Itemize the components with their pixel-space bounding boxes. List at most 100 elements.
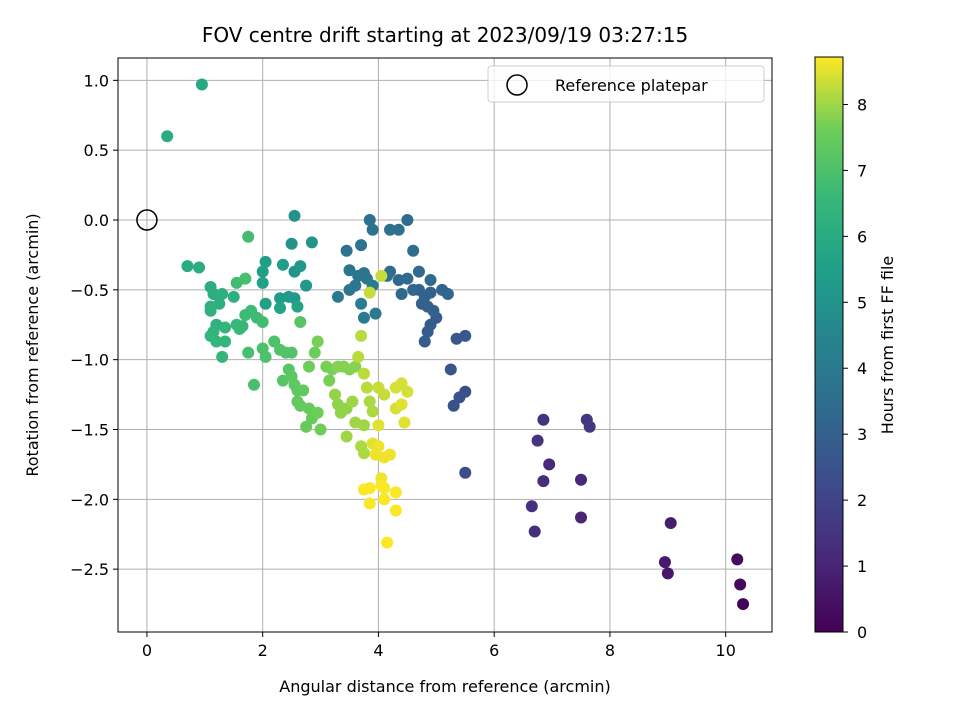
- y-tick-label: 1.0: [84, 71, 109, 90]
- colorbar-ticks: 0 1 2 3 4 5 6 7 8: [843, 95, 867, 642]
- data-point: [378, 482, 391, 495]
- data-point: [219, 335, 232, 348]
- data-point: [401, 385, 414, 398]
- data-point: [525, 500, 538, 513]
- legend: Reference platepar: [487, 65, 765, 103]
- data-point: [268, 335, 281, 348]
- data-point: [395, 288, 408, 301]
- chart-title: FOV centre drift starting at 2023/09/19 …: [202, 23, 688, 47]
- plot-frame: [117, 57, 773, 633]
- data-point: [528, 525, 541, 538]
- data-point: [384, 448, 397, 461]
- data-point: [300, 279, 313, 292]
- data-point: [355, 329, 368, 342]
- y-tick-label: −2.0: [70, 490, 109, 509]
- data-point: [256, 265, 269, 278]
- y-tick-label: 0.5: [84, 141, 109, 160]
- data-point: [285, 346, 298, 359]
- data-point: [389, 504, 402, 517]
- data-point: [424, 286, 437, 299]
- data-point: [331, 290, 344, 303]
- data-point: [444, 363, 457, 376]
- data-point: [300, 420, 313, 433]
- colorbar-tick-label: 4: [857, 359, 867, 378]
- data-point: [537, 475, 550, 488]
- data-point: [340, 244, 353, 257]
- data-point: [305, 236, 318, 249]
- data-point: [357, 311, 370, 324]
- data-point: [161, 130, 174, 143]
- data-point: [418, 335, 431, 348]
- legend-label: Reference platepar: [555, 76, 708, 95]
- data-point: [291, 300, 304, 313]
- data-point: [288, 209, 301, 222]
- data-point: [346, 395, 359, 408]
- data-point: [363, 395, 376, 408]
- data-point: [401, 214, 414, 227]
- data-point: [664, 517, 677, 530]
- data-point: [424, 274, 437, 287]
- data-point: [421, 325, 434, 338]
- data-point: [227, 290, 240, 303]
- data-point: [355, 239, 368, 252]
- data-point: [389, 486, 402, 499]
- colorbar-tick-label: 1: [857, 557, 867, 576]
- colorbar-tick-label: 6: [857, 227, 867, 246]
- data-point: [259, 297, 272, 310]
- legend-box: [487, 65, 765, 103]
- data-points: [161, 78, 750, 611]
- x-tick-label: 6: [489, 641, 499, 660]
- data-point: [256, 315, 269, 328]
- data-point: [366, 223, 379, 236]
- data-point: [395, 377, 408, 390]
- x-axis-ticks: 0 2 4 6 8 10: [142, 632, 736, 660]
- data-point: [311, 335, 324, 348]
- data-point: [531, 434, 544, 447]
- data-point: [256, 276, 269, 289]
- data-point: [392, 274, 405, 287]
- data-point: [276, 258, 289, 271]
- legend-reference-marker: [506, 74, 528, 96]
- data-point: [349, 360, 362, 373]
- data-point: [308, 346, 321, 359]
- data-point: [357, 483, 370, 496]
- data-point: [731, 553, 744, 566]
- data-point: [357, 419, 370, 432]
- data-point: [259, 255, 272, 268]
- reference-platepar-marker: [136, 209, 158, 231]
- data-point: [360, 381, 373, 394]
- colorbar-tick-label: 8: [857, 95, 867, 114]
- colorbar-tick-label: 0: [857, 623, 867, 642]
- data-point: [441, 288, 454, 301]
- data-point: [210, 335, 223, 348]
- colorbar: 0 1 2 3 4 5 6 7 8 Hours from first FF file: [814, 56, 897, 642]
- data-point: [661, 567, 674, 580]
- data-point: [363, 214, 376, 227]
- x-tick-label: 10: [716, 641, 736, 660]
- x-tick-label: 4: [373, 641, 383, 660]
- data-point: [311, 406, 324, 419]
- data-point: [537, 413, 550, 426]
- colorbar-tick-label: 7: [857, 161, 867, 180]
- data-point: [297, 384, 310, 397]
- data-point: [329, 388, 342, 401]
- data-point: [259, 350, 272, 363]
- data-point: [363, 497, 376, 510]
- data-point: [375, 269, 388, 282]
- data-point: [412, 265, 425, 278]
- reference-marker-layer: [136, 209, 158, 231]
- data-point: [274, 292, 287, 305]
- data-point: [294, 315, 307, 328]
- data-point: [453, 391, 466, 404]
- data-point: [314, 423, 327, 436]
- data-point: [294, 260, 307, 273]
- data-point: [340, 430, 353, 443]
- colorbar-tick-label: 2: [857, 491, 867, 510]
- y-tick-label: −1.0: [70, 351, 109, 370]
- data-point: [395, 398, 408, 411]
- data-point: [583, 420, 596, 433]
- data-point: [239, 272, 252, 285]
- data-point: [207, 288, 220, 301]
- colorbar-tick-label: 3: [857, 425, 867, 444]
- data-point: [219, 321, 232, 334]
